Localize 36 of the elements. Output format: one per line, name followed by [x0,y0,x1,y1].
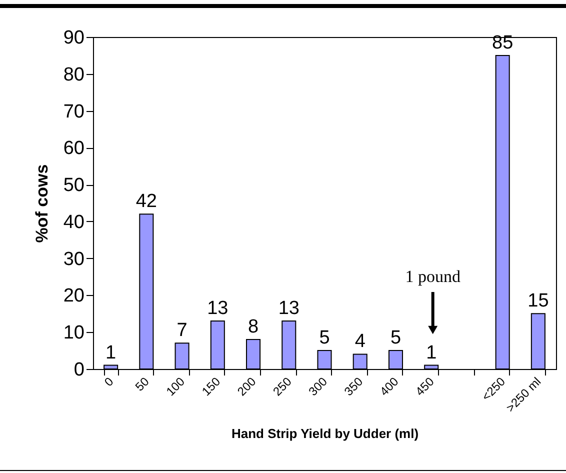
x-tick-label: 50 [132,374,152,394]
y-tick-label: 0 [74,360,84,380]
x-tick-label: 200 [234,374,259,399]
x-tick-label: 450 [412,374,438,399]
data-label: 1 [106,342,116,364]
x-tick-label: 0 [102,374,116,390]
data-label: 8 [248,316,259,338]
data-label: 5 [390,328,402,349]
y-tick-label: 60 [63,138,84,160]
x-tick-label: 100 [163,374,188,399]
y-tick-label: 30 [63,248,84,270]
data-label: 7 [176,320,188,342]
data-label: 15 [528,290,549,312]
bar [282,320,296,370]
y-tick-label: 40 [63,212,84,233]
y-tick-label: 80 [63,64,84,86]
data-label: 1 [426,342,437,364]
y-tick-label: 50 [63,175,84,196]
data-label: 13 [278,298,300,320]
y-axis-title: %of cows [32,164,52,243]
y-tick-label: 20 [63,286,84,307]
x-tick-label: 250 [270,374,295,399]
y-tick-label: 70 [63,101,84,122]
data-label: 85 [492,32,514,54]
data-label: 42 [136,191,157,212]
data-label: 5 [319,328,330,349]
x-tick-label: 350 [342,374,366,399]
y-tick-label: 10 [63,322,84,344]
x-axis-title: Hand Strip Yield by Udder (ml) [231,426,419,442]
x-tick-label: 400 [377,374,402,399]
x-tick-label: 150 [199,374,224,399]
x-tick-label: 300 [306,374,330,399]
y-tick-label: 90 [63,28,84,48]
data-label: 4 [354,331,366,352]
data-label: 13 [207,298,228,320]
annotation: 1 pound [405,267,461,286]
